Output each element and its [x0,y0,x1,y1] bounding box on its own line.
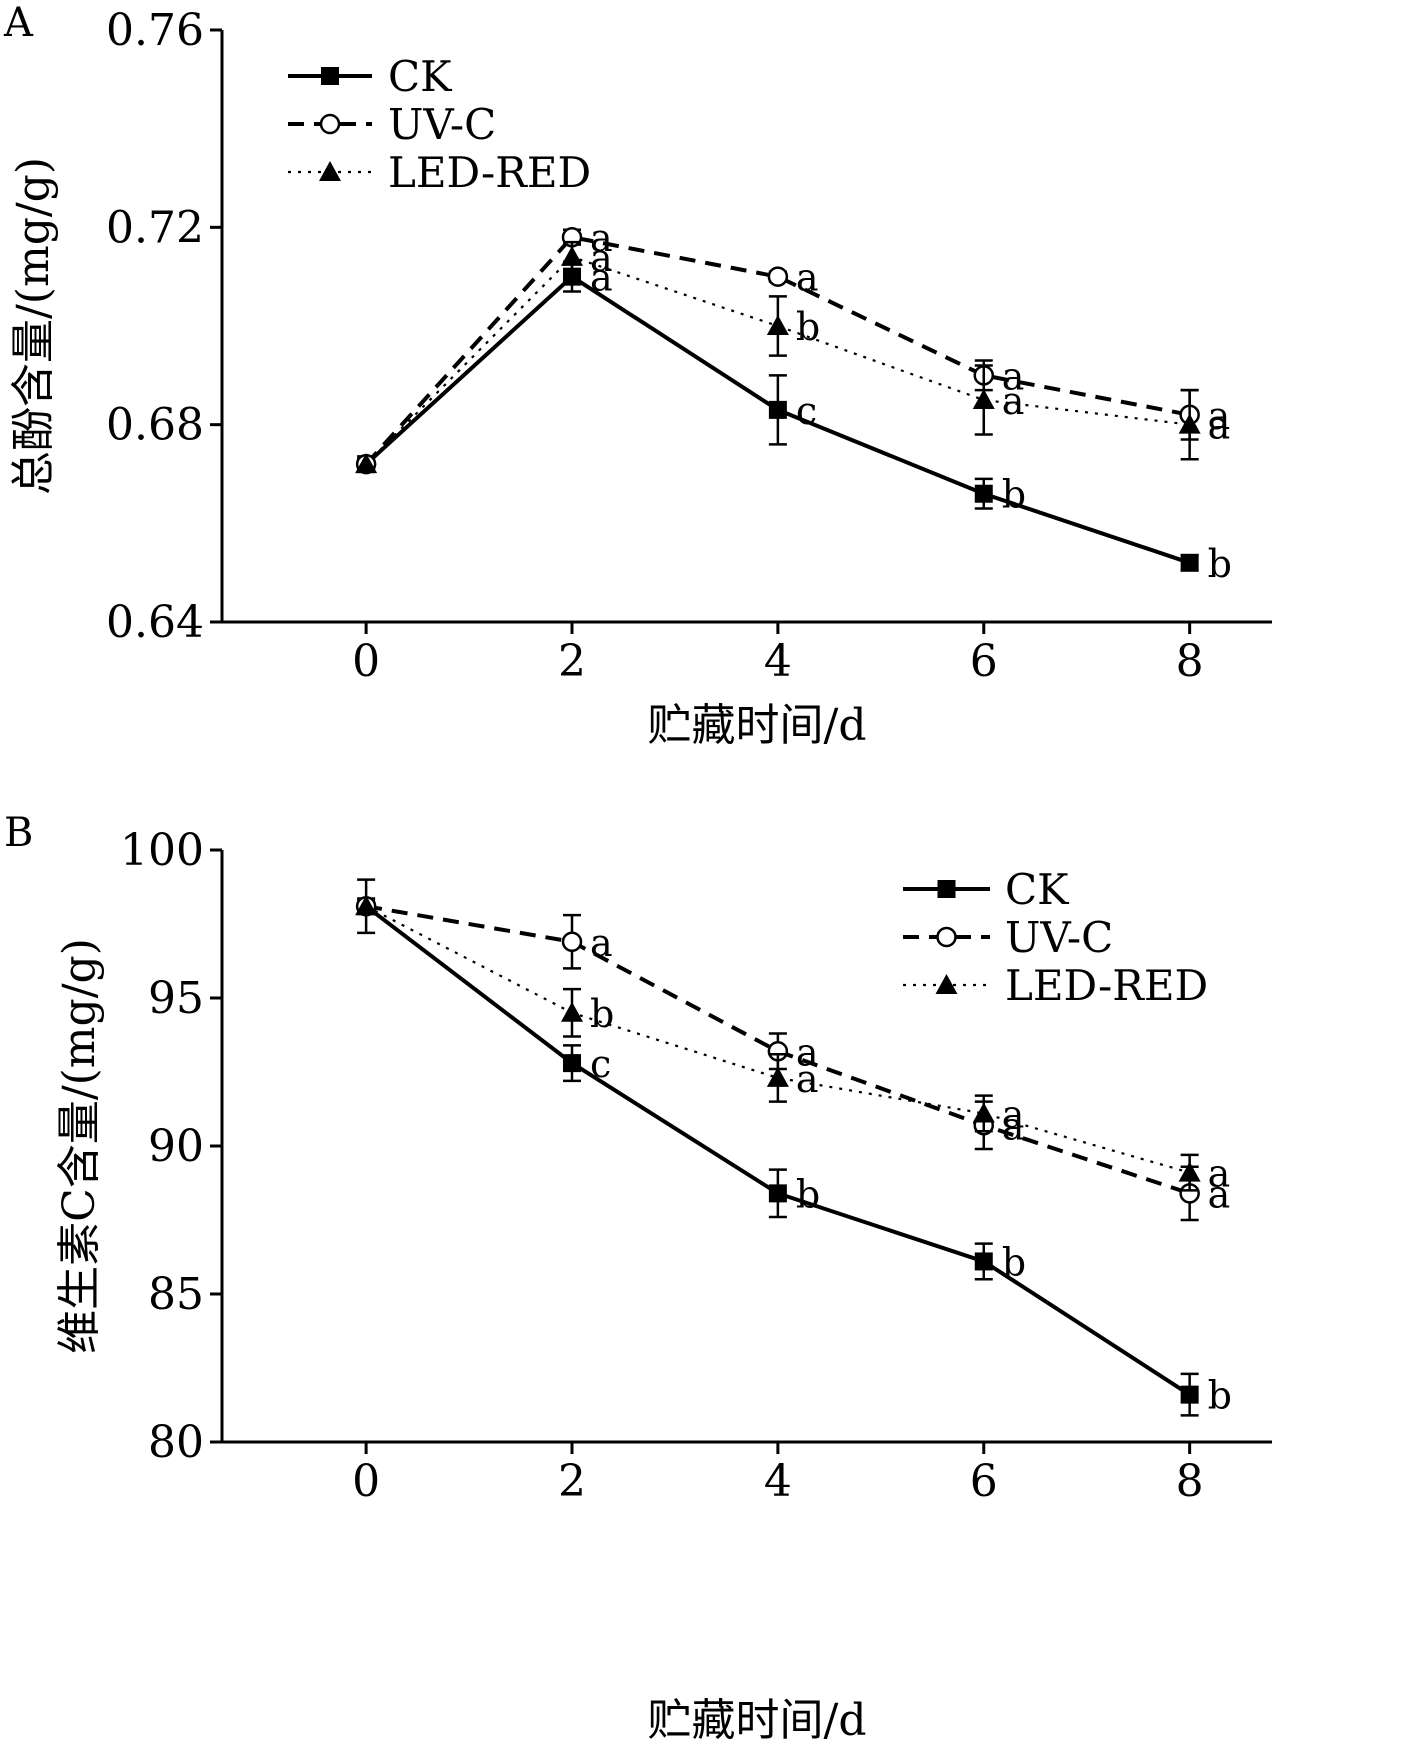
significance-letter: c [590,1042,611,1086]
significance-letter: a [1002,1104,1025,1148]
data-point [561,1001,583,1022]
significance-letter: b [1002,473,1026,517]
significance-letter: b [796,1172,820,1216]
significance-letter: b [796,305,820,349]
significance-letter: b [590,992,614,1036]
data-point [766,1066,789,1087]
legend-marker [935,974,958,994]
data-point [563,1054,581,1073]
significance-letter: c [796,389,817,433]
legend-label: UV-C [388,100,496,149]
y-axis-label: 维生素C含量/(mg/g) [54,938,105,1354]
x-axis-label: 贮藏时间/d [648,1695,867,1742]
significance-letter: a [1002,354,1025,398]
data-point [355,453,378,474]
x-tick-label: 2 [558,636,586,687]
x-tick-label: 6 [970,1456,998,1507]
data-point [972,389,995,409]
data-point [766,315,789,335]
y-tick-label: 80 [148,1417,204,1468]
legend-marker [319,161,341,181]
x-tick-label: 8 [1176,1456,1204,1507]
x-axis-label: 贮藏时间/d [648,700,867,751]
significance-letter: a [590,216,613,260]
significance-letter: a [796,1030,819,1074]
data-point [1180,553,1199,572]
significance-letter: a [1208,1152,1231,1196]
y-tick-label: 0.68 [106,400,204,451]
y-tick-label: 90 [148,1121,204,1172]
x-tick-label: 8 [1176,636,1204,687]
data-point [974,484,993,503]
legend-marker [319,113,341,135]
x-tick-label: 6 [970,636,998,687]
significance-letter: a [1208,1172,1231,1216]
significance-letter: a [1208,404,1231,448]
chart-a: A 0.64 0.68 0.72 0.76 0 2 4 6 8 贮藏时间/d 总酚含量/(mg/g) a… [3,0,1272,751]
panel-label: B [4,810,33,856]
x-tick-label: 0 [352,636,380,687]
data-point [1178,413,1201,434]
significance-letter: a [796,256,819,300]
legend-marker [321,67,339,85]
legend-label: CK [388,52,453,101]
data-point [1178,1161,1201,1182]
y-axis-label: 总酚含量/(mg/g) [8,157,59,495]
data-point [768,400,787,419]
data-point [561,245,583,266]
data-point [974,1252,993,1271]
x-tick-label: 0 [352,1456,380,1507]
significance-letter: b [1002,1240,1026,1284]
y-tick-label: 100 [120,825,204,876]
legend-label: LED-RED [388,148,591,197]
x-tick-label: 2 [558,1456,586,1507]
y-tick-label: 95 [148,973,204,1024]
legend-label: LED-RED [1005,961,1208,1010]
legend-label: UV-C [1005,913,1113,962]
y-tick-label: 0.64 [106,597,204,648]
x-tick-label: 4 [764,1456,792,1507]
significance-letter: a [1002,1092,1025,1136]
significance-letter: a [590,921,613,965]
significance-letter: a [590,236,613,280]
legend-marker [937,880,956,898]
data-point [1180,1385,1199,1404]
data-point [561,931,583,953]
data-point [767,266,789,287]
significance-letter: a [590,256,613,300]
data-point [768,1184,787,1203]
x-tick-label: 4 [764,636,792,687]
data-point [972,1102,995,1123]
y-tick-label: 0.76 [106,5,204,56]
significance-letter: b [1208,542,1232,586]
significance-letter: a [1002,379,1025,423]
series-line [364,235,1191,466]
legend-marker [936,926,957,948]
legend-label: CK [1005,865,1070,914]
y-tick-label: 85 [148,1269,204,1320]
y-tick-label: 0.72 [106,202,204,253]
significance-letter: a [1208,394,1231,438]
data-point [355,895,378,916]
panel-label: A [3,0,34,46]
significance-letter: b [1208,1374,1232,1418]
significance-letter: a [796,1057,819,1101]
